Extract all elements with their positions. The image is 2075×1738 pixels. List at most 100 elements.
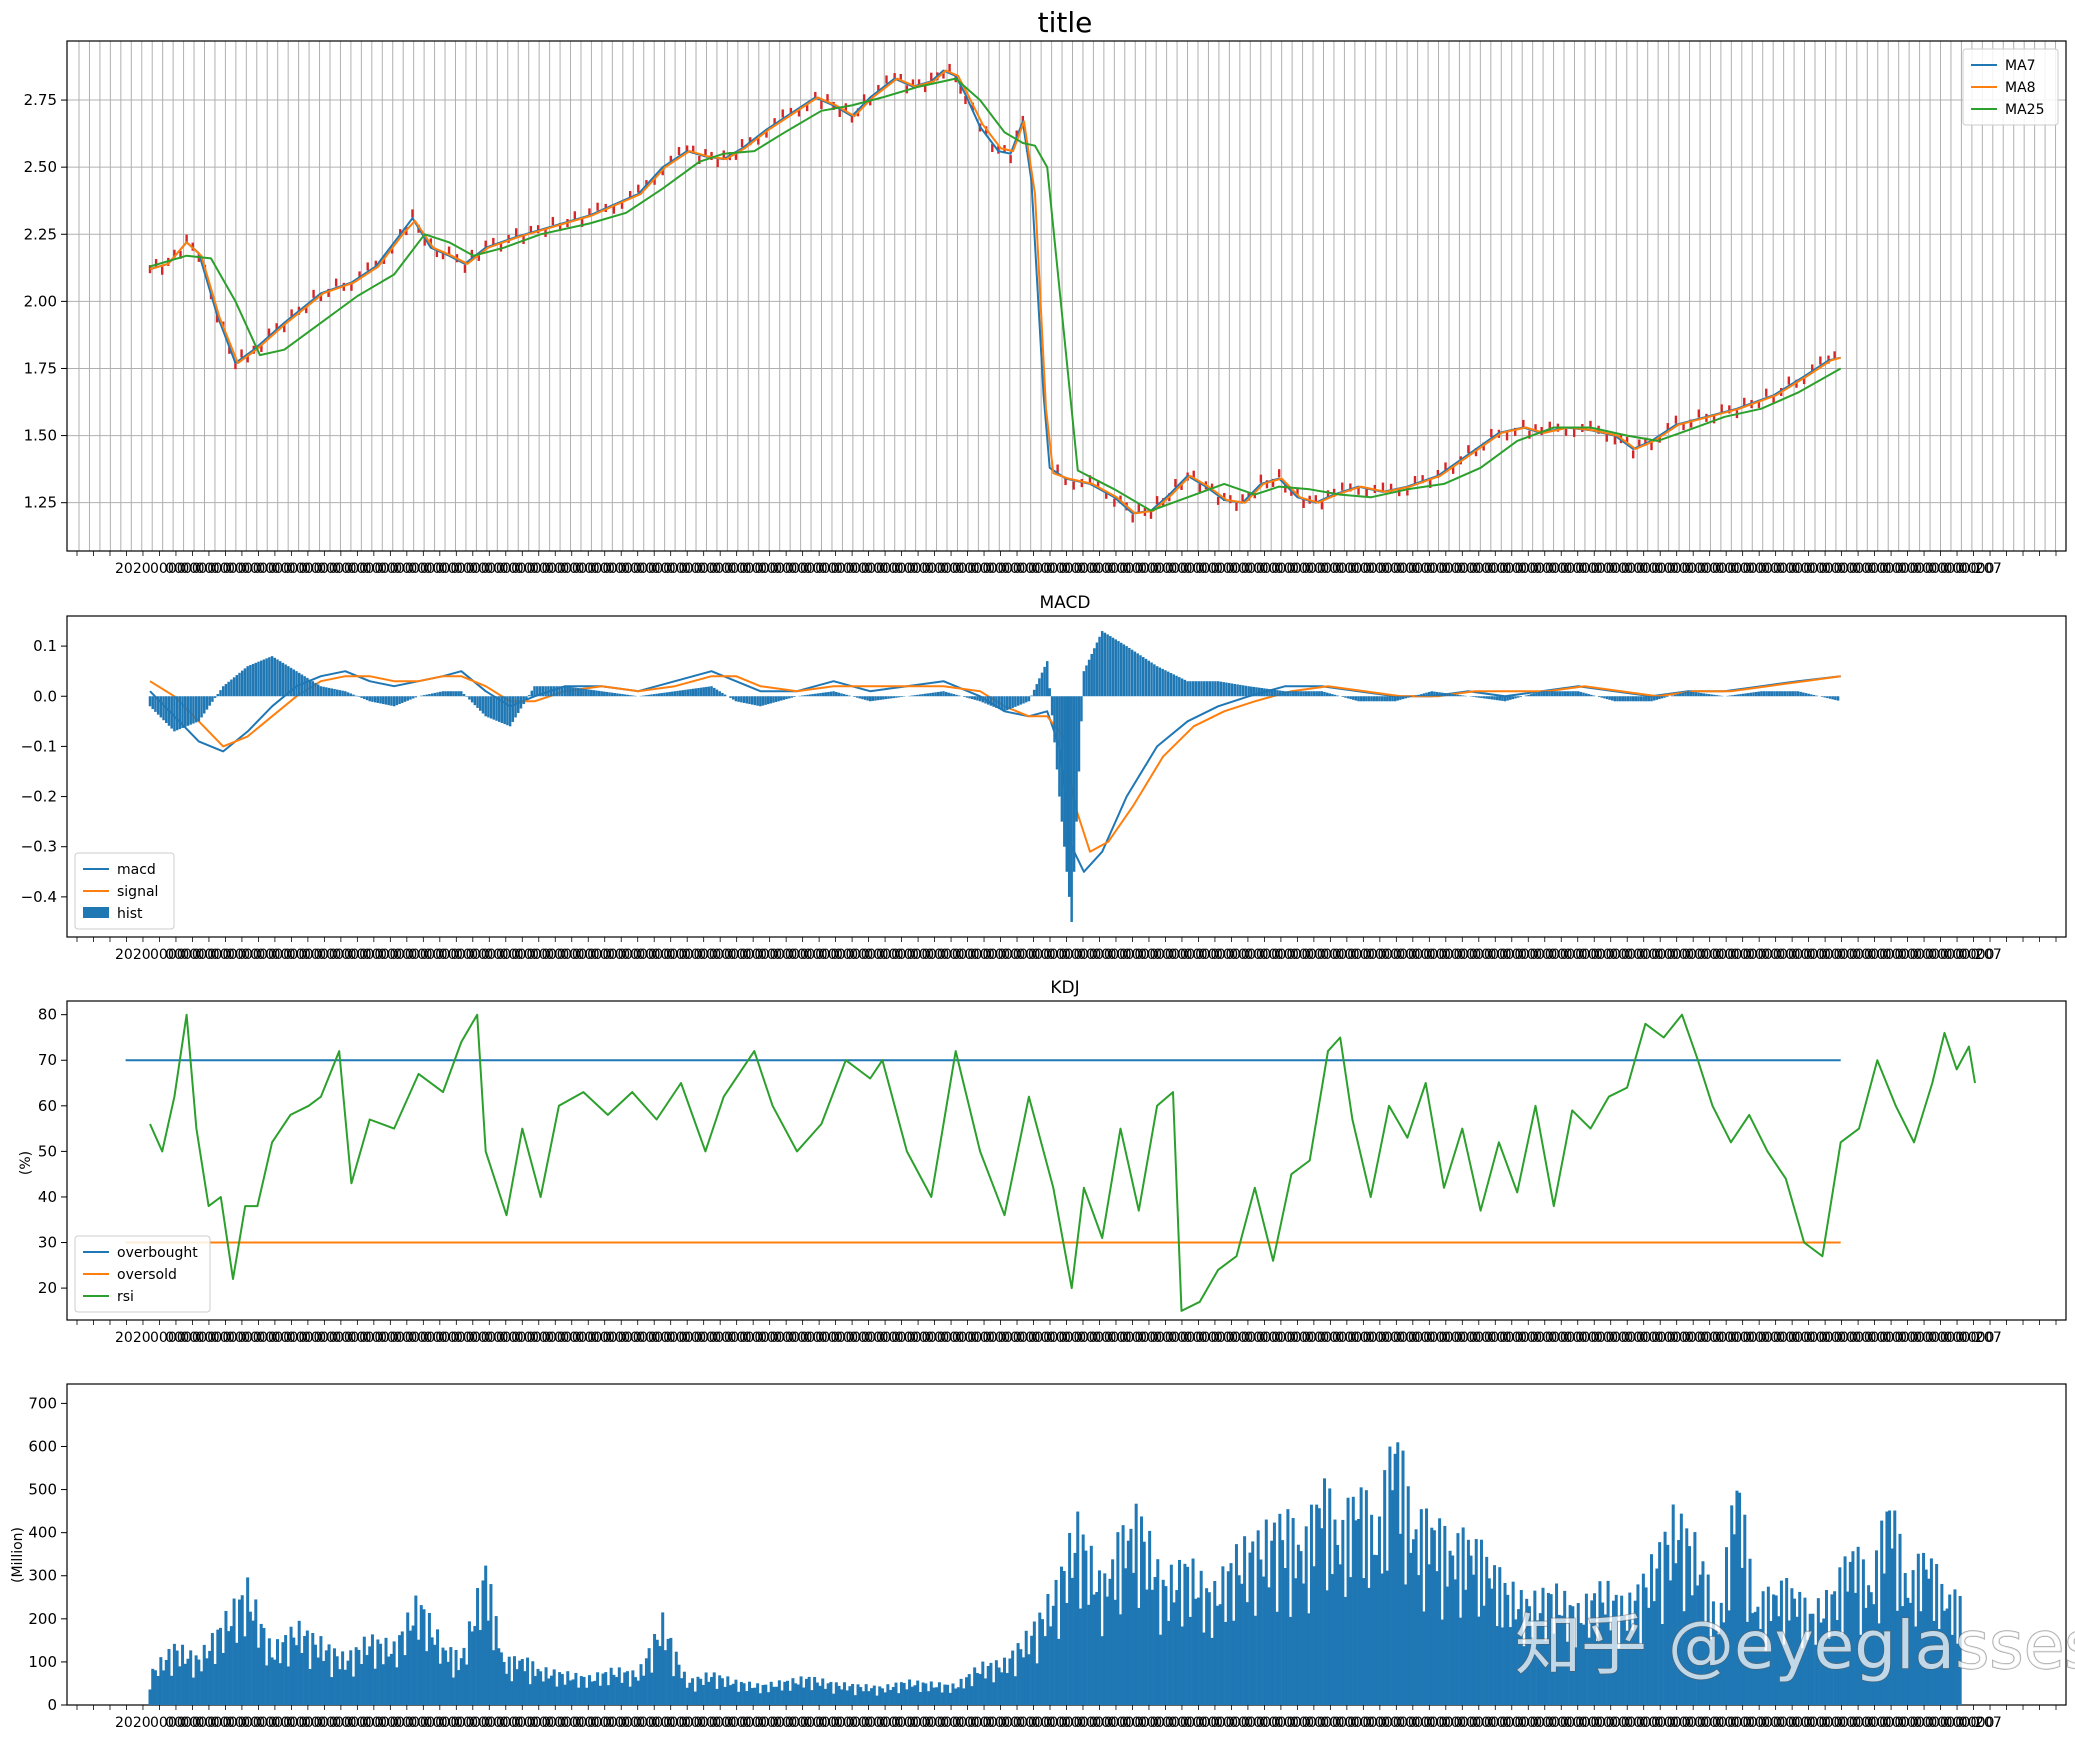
volume-bar <box>1477 1616 1481 1705</box>
hist-bar <box>579 688 582 697</box>
hist-bar <box>333 689 336 697</box>
volume-bar <box>381 1664 385 1705</box>
x-tick-label: 0000 <box>378 947 414 963</box>
x-tick-label-start: 2020 <box>115 561 151 577</box>
volume-bar <box>913 1685 917 1705</box>
x-tick-label: 0000 <box>1640 1330 1676 1346</box>
x-tick-label: 0000 <box>1594 561 1630 577</box>
volume-bar <box>1769 1620 1773 1705</box>
x-tick-label: 0000 <box>1776 1715 1812 1731</box>
x-tick-label: 0000 <box>1579 1330 1615 1346</box>
x-tick-label: 0000 <box>1624 1330 1660 1346</box>
volume-bar <box>710 1677 714 1705</box>
hist-bar <box>1754 691 1758 697</box>
volume-bar <box>1338 1564 1342 1705</box>
x-tick-label: 0000 <box>1047 947 1083 963</box>
x-tick-label: 0000 <box>500 947 536 963</box>
x-tick-label: 0000 <box>849 561 885 577</box>
volume-bar <box>330 1677 334 1705</box>
volume-bar <box>1199 1570 1203 1705</box>
volume-bar <box>303 1636 307 1705</box>
x-tick-label: 0000 <box>1290 561 1326 577</box>
x-tick-label: 0000 <box>1579 1715 1615 1731</box>
hist-bar <box>1372 696 1376 702</box>
x-tick-label: 0000 <box>1746 1330 1782 1346</box>
y-tick-label: 1.75 <box>24 359 57 377</box>
volume-bar <box>1614 1594 1618 1705</box>
volume-bar <box>512 1656 516 1705</box>
x-tick-label: 0000 <box>1624 947 1660 963</box>
volume-bar <box>1738 1492 1742 1705</box>
volume-bar <box>910 1686 914 1705</box>
hist-bar <box>303 676 306 697</box>
price-title: title <box>1038 6 1093 39</box>
hist-bar <box>1404 696 1407 699</box>
hist-bar <box>790 696 794 698</box>
hist-bar <box>363 696 366 700</box>
volume-bar <box>1885 1511 1889 1705</box>
x-tick-label: 0000 <box>804 1715 840 1731</box>
x-tick-label: 0000 <box>408 947 444 963</box>
hist-bar <box>863 696 867 700</box>
volume-bar <box>1500 1627 1504 1705</box>
volume-bar <box>1183 1563 1187 1705</box>
volume-bar <box>449 1647 453 1705</box>
hist-bar <box>558 686 561 697</box>
hist-bar <box>409 696 412 700</box>
hist-bar <box>1736 694 1740 697</box>
x-tick-label: 0000 <box>576 947 612 963</box>
volume-bar <box>178 1666 182 1705</box>
hist-bar <box>156 696 160 715</box>
x-tick-label: 0000 <box>1959 947 1995 963</box>
volume-bar <box>1253 1615 1257 1705</box>
volume-bar <box>604 1672 608 1705</box>
hist-bar <box>1065 696 1069 872</box>
volume-bar <box>883 1692 887 1705</box>
x-tick-label: 0000 <box>834 1330 870 1346</box>
hist-bar <box>595 690 598 697</box>
x-tick-label: 0000 <box>1548 947 1584 963</box>
volume-bar <box>1100 1636 1104 1705</box>
hist-bar <box>1605 696 1609 700</box>
volume-bar <box>878 1686 882 1705</box>
volume-bar <box>1743 1514 1747 1705</box>
hist-bar <box>514 696 517 718</box>
volume-bar <box>170 1675 174 1705</box>
hist-bar <box>368 696 371 702</box>
volume-bar <box>555 1686 559 1705</box>
volume-bar <box>1793 1598 1797 1705</box>
volume-bar <box>625 1671 629 1705</box>
volume-bar <box>680 1678 684 1705</box>
x-tick-label: 0000 <box>1731 1715 1767 1731</box>
x-tick-label: 0000 <box>880 947 916 963</box>
x-tick-label: 0000 <box>363 1330 399 1346</box>
volume-bar <box>1843 1556 1847 1705</box>
volume-bar <box>181 1644 185 1705</box>
volume-bar <box>357 1649 361 1705</box>
hist-bar <box>387 696 390 706</box>
hist-bar <box>1336 695 1339 697</box>
x-tick-label: 0000 <box>940 561 976 577</box>
x-tick-label: 0000 <box>621 561 657 577</box>
x-tick-label: 0000 <box>1503 947 1539 963</box>
hist-bar <box>1014 696 1017 707</box>
y-tick-label: −0.2 <box>21 788 57 806</box>
hist-bar <box>1741 693 1745 697</box>
volume-bar <box>1317 1508 1321 1705</box>
hist-bar <box>1553 691 1556 697</box>
x-tick-label: 0000 <box>1746 561 1782 577</box>
hist-bar <box>1543 691 1546 697</box>
x-tick-label: 0000 <box>1457 1715 1493 1731</box>
volume-bar <box>1560 1615 1564 1705</box>
hist-bar <box>398 696 401 705</box>
volume-bar <box>1323 1478 1327 1705</box>
hist-bar <box>1427 691 1431 697</box>
volume-bar <box>1890 1548 1894 1705</box>
volume-bar <box>376 1639 380 1705</box>
hist-bar <box>587 689 590 697</box>
hist-bar <box>1323 691 1326 697</box>
volume-bar <box>1908 1602 1912 1705</box>
hist-bar <box>446 691 450 697</box>
volume-bar <box>425 1651 429 1705</box>
volume-bar <box>221 1652 225 1705</box>
